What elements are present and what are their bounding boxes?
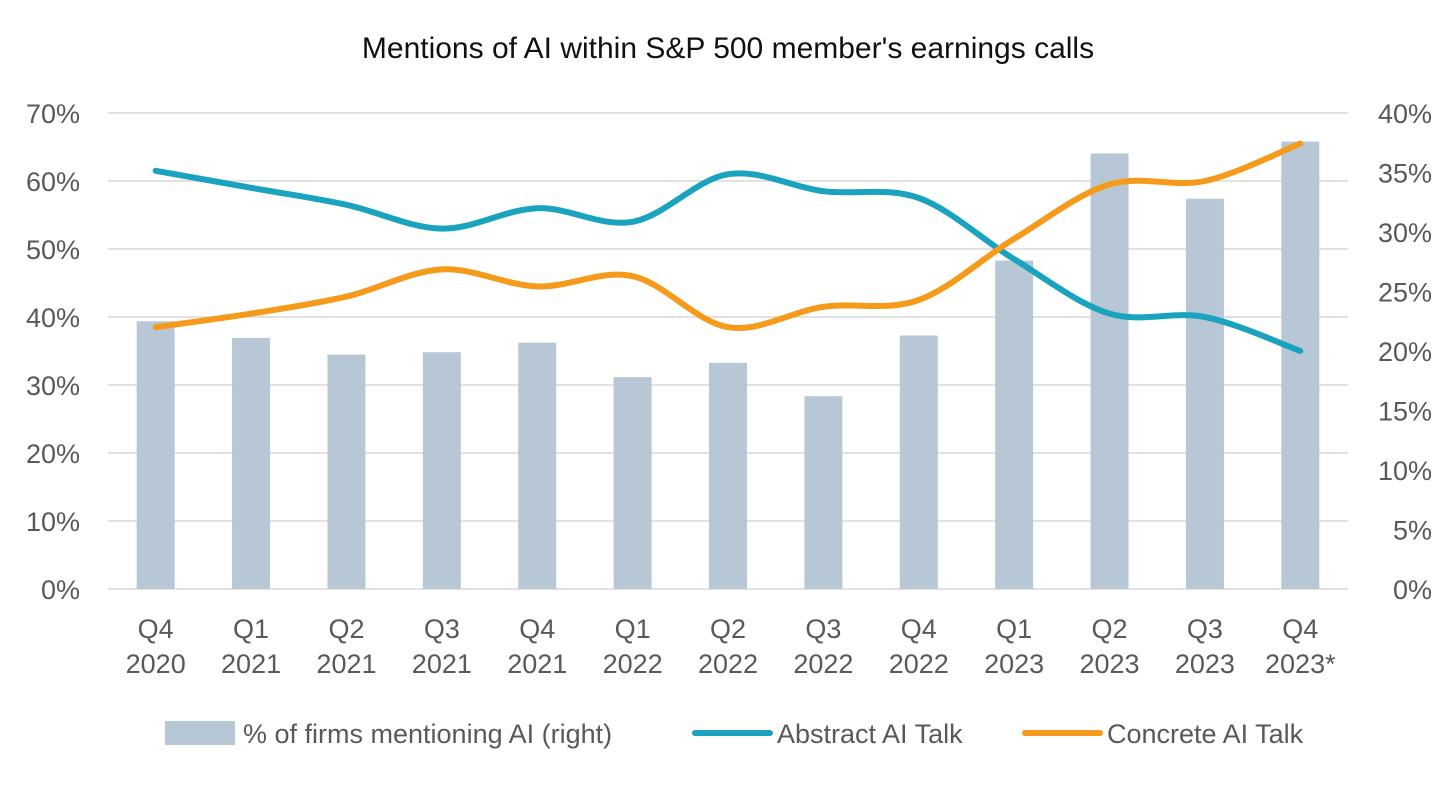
right-tick-label: 35% (1378, 159, 1432, 189)
x-tick-label-quarter: Q3 (424, 614, 460, 644)
x-tick-label-year: 2023* (1265, 649, 1336, 679)
right-axis: 0% 5% 10% 15% 20% 25% 30% 35% 40% (1378, 99, 1432, 605)
bar-series (136, 141, 1320, 589)
line-series (152, 140, 1304, 354)
bar (518, 342, 557, 589)
x-tick-label-quarter: Q1 (233, 614, 269, 644)
bar (1185, 198, 1224, 589)
x-tick-label-year: 2023 (1175, 649, 1235, 679)
bar (709, 362, 747, 589)
x-tick-label-quarter: Q4 (1282, 614, 1318, 644)
bar (327, 354, 366, 589)
legend-label: Concrete AI Talk (1107, 719, 1304, 749)
legend-label: Abstract AI Talk (777, 719, 963, 749)
left-axis: 0% 10% 20% 30% 40% 50% 60% 70% (26, 99, 80, 605)
x-axis: Q4 2020 Q1 2021 Q2 2021 Q3 2021 Q4 2021 Q1 2022 Q2 20… (126, 614, 1336, 679)
legend-label: % of firms mentioning AI (right) (243, 719, 612, 749)
x-tick-label-year: 2023 (984, 649, 1044, 679)
right-tick-label: 15% (1378, 397, 1432, 427)
left-tick-label: 0% (41, 575, 80, 605)
left-tick-label: 50% (26, 235, 80, 265)
bar (804, 396, 843, 589)
chart-title: Mentions of AI within S&P 500 member's e… (362, 32, 1094, 65)
x-tick-label-year: 2020 (126, 649, 186, 679)
legend-swatch-bar (165, 721, 235, 745)
bar (995, 260, 1034, 589)
x-tick-label-quarter: Q2 (328, 614, 364, 644)
right-tick-label: 10% (1378, 456, 1432, 486)
x-tick-label-quarter: Q4 (901, 614, 937, 644)
x-tick-label-quarter: Q4 (138, 614, 174, 644)
right-tick-label: 40% (1378, 99, 1432, 129)
x-tick-label-year: 2022 (889, 649, 949, 679)
x-tick-label-year: 2021 (221, 649, 281, 679)
left-tick-label: 40% (26, 303, 80, 333)
x-tick-label-quarter: Q3 (805, 614, 841, 644)
right-tick-label: 0% (1393, 575, 1432, 605)
left-tick-label: 20% (26, 439, 80, 469)
x-tick-label-quarter: Q2 (710, 614, 746, 644)
legend: % of firms mentioning AI (right) Abstract… (165, 719, 1304, 749)
left-tick-label: 70% (26, 99, 80, 129)
x-tick-label-quarter: Q4 (519, 614, 555, 644)
bar (899, 335, 938, 589)
x-tick-label-year: 2021 (507, 649, 567, 679)
left-tick-label: 30% (26, 371, 80, 401)
bar (422, 352, 461, 589)
bar (613, 377, 652, 589)
bar (136, 321, 175, 589)
right-tick-label: 5% (1393, 516, 1432, 546)
x-tick-label-year: 2023 (1079, 649, 1139, 679)
x-tick-label-year: 2022 (603, 649, 663, 679)
x-tick-label-year: 2021 (316, 649, 376, 679)
right-tick-label: 30% (1378, 218, 1432, 248)
bar (1281, 141, 1320, 589)
right-tick-label: 25% (1378, 278, 1432, 308)
right-tick-label: 20% (1378, 337, 1432, 367)
x-tick-label-quarter: Q3 (1187, 614, 1223, 644)
x-tick-label-year: 2021 (412, 649, 472, 679)
left-tick-label: 10% (26, 507, 80, 537)
bar (1090, 153, 1129, 589)
series-line (152, 140, 1304, 331)
left-tick-label: 60% (26, 167, 80, 197)
x-tick-label-quarter: Q1 (615, 614, 651, 644)
bar (232, 337, 271, 589)
x-tick-label-year: 2022 (793, 649, 853, 679)
x-tick-label-year: 2022 (698, 649, 758, 679)
x-tick-label-quarter: Q1 (996, 614, 1032, 644)
series-line (152, 167, 1304, 354)
x-tick-label-quarter: Q2 (1092, 614, 1128, 644)
